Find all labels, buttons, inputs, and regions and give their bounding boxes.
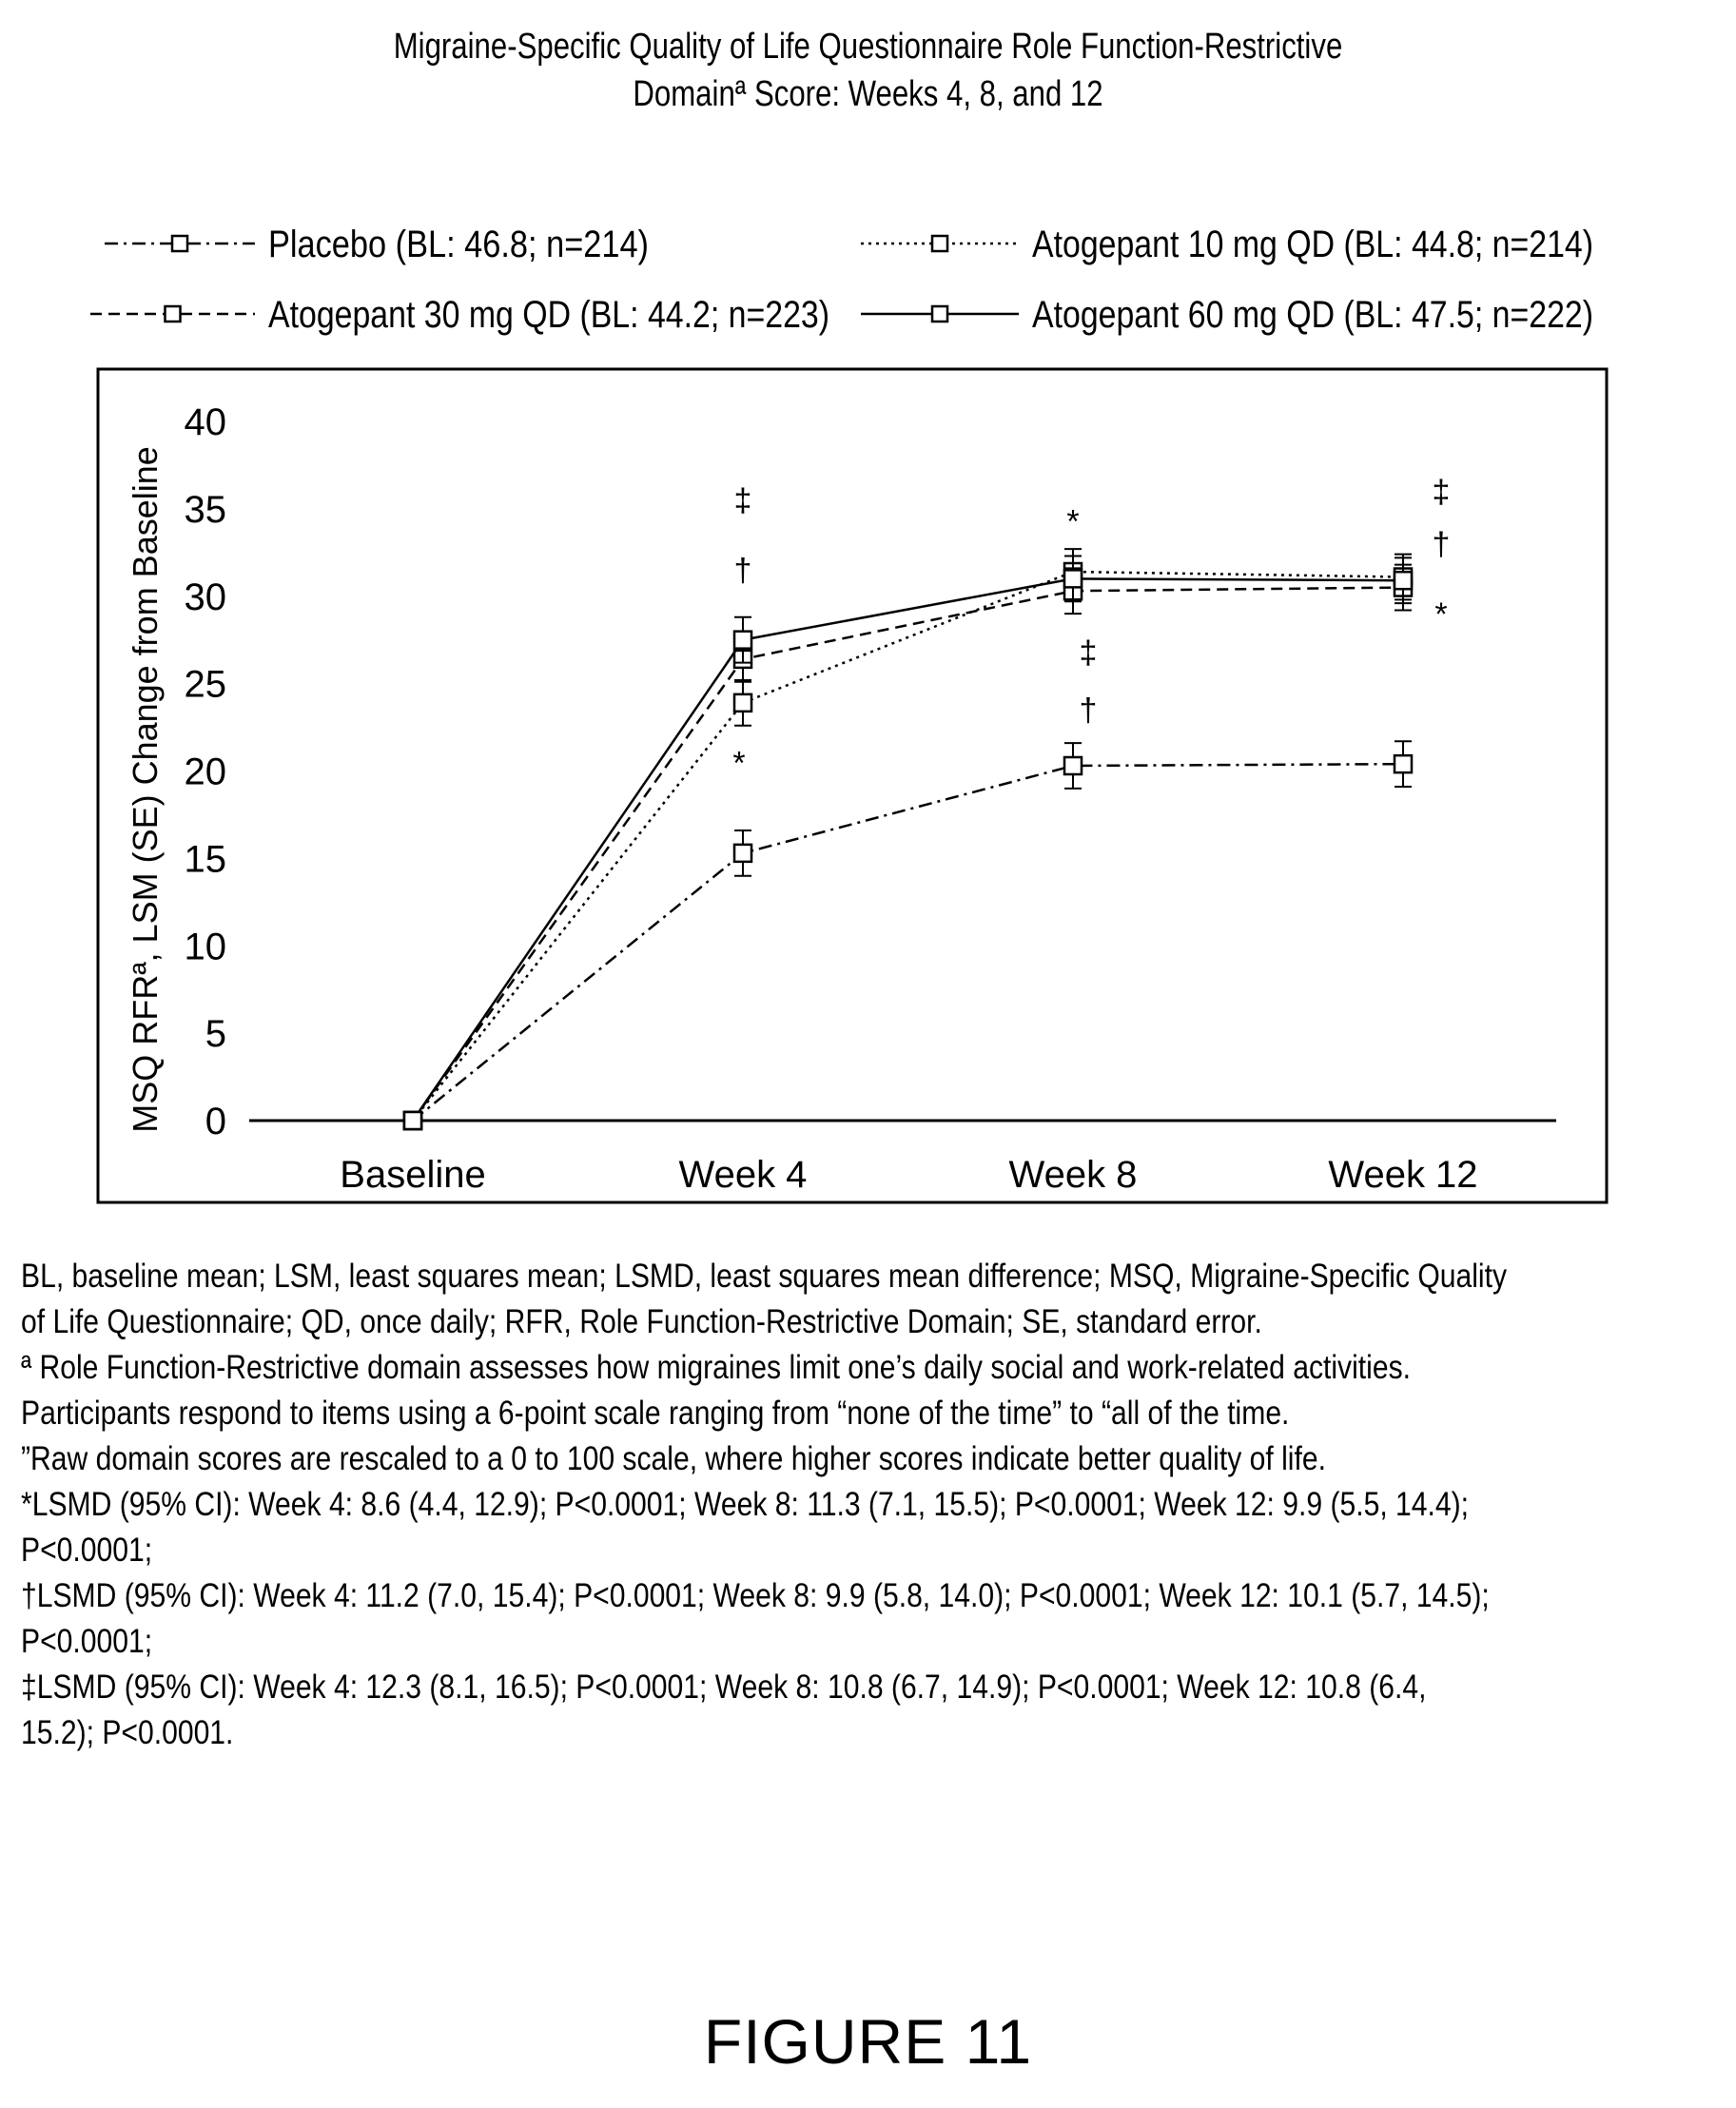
footnote-abbreviations-1: BL, baseline mean; LSM, least squares me… bbox=[21, 1258, 1508, 1295]
legend-marker bbox=[930, 234, 949, 253]
y-tick-label: 15 bbox=[185, 838, 227, 880]
footnote-dagger: †LSMD (95% CI): Week 4: 11.2 (7.0, 15.4)… bbox=[21, 1577, 1490, 1614]
significance-marker: * bbox=[732, 745, 745, 781]
chart-title: Migraine-Specific Quality of Life Questi… bbox=[156, 23, 1580, 118]
data-point bbox=[1063, 569, 1083, 589]
footnote-scale: Participants respond to items using a 6-… bbox=[21, 1395, 1290, 1432]
plot-area: 0 5 10 15 20 25 30 35 40 MSQ RFRª, LSM (SE) Chang… bbox=[126, 401, 1556, 1196]
footnote-rescale: ”Raw domain scores are rescaled to a 0 t… bbox=[21, 1440, 1326, 1477]
data-point bbox=[1393, 570, 1414, 591]
footnote-abbreviations-2: of Life Questionnaire; QD, once daily; R… bbox=[21, 1303, 1262, 1340]
x-tick-label: Baseline bbox=[340, 1154, 485, 1196]
legend: Placebo (BL: 46.8; n=214) Atogepant 10 mg… bbox=[90, 224, 1593, 336]
series-line bbox=[412, 570, 1404, 1122]
y-tick-label: 25 bbox=[185, 664, 227, 706]
y-tick-label: 5 bbox=[205, 1013, 226, 1055]
series-line bbox=[411, 586, 1404, 1122]
footnote-double-dagger-cont: 15.2); P<0.0001. bbox=[21, 1714, 234, 1751]
data-point bbox=[732, 630, 753, 650]
y-tick-label: 10 bbox=[185, 926, 227, 967]
footnotes: BL, baseline mean; LSM, least squares me… bbox=[21, 1254, 1723, 1756]
series-line bbox=[411, 577, 1404, 1122]
legend-label: Atogepant 10 mg QD (BL: 44.8; n=214) bbox=[1032, 224, 1593, 265]
legend-marker bbox=[164, 304, 182, 323]
plot-frame bbox=[96, 367, 1609, 1204]
legend-label: Placebo (BL: 46.8; n=214) bbox=[268, 224, 649, 265]
significance-marker: † bbox=[1433, 527, 1451, 563]
footnote-dagger-cont: P<0.0001; bbox=[21, 1623, 153, 1660]
data-point bbox=[732, 843, 753, 864]
chart-title-line-1: Migraine-Specific Quality of Life Questi… bbox=[393, 27, 1343, 67]
y-tick-label: 20 bbox=[185, 751, 227, 793]
legend-marker bbox=[930, 304, 949, 323]
chart-title-line-2: Domainª Score: Weeks 4, 8, and 12 bbox=[633, 74, 1103, 114]
footnote-double-dagger: ‡LSMD (95% CI): Week 4: 12.3 (8.1, 16.5)… bbox=[21, 1669, 1427, 1706]
legend-label: Atogepant 30 mg QD (BL: 44.2; n=223) bbox=[268, 294, 829, 336]
significance-marker: ‡ bbox=[734, 483, 752, 519]
footnote-asterisk-cont: P<0.0001; bbox=[21, 1532, 153, 1569]
footnote-a: ª Role Function-Restrictive domain asses… bbox=[21, 1349, 1412, 1386]
x-tick-label: Week 8 bbox=[1009, 1154, 1138, 1196]
y-tick-label: 35 bbox=[185, 489, 227, 531]
legend-label: Atogepant 60 mg QD (BL: 47.5; n=222) bbox=[1032, 294, 1593, 336]
series-line bbox=[412, 762, 1404, 1122]
y-tick-label: 40 bbox=[185, 401, 227, 443]
data-point bbox=[732, 693, 753, 713]
x-tick-label: Week 4 bbox=[679, 1154, 808, 1196]
significance-marker: * bbox=[1434, 596, 1447, 633]
significance-marker: ‡ bbox=[1433, 475, 1451, 511]
data-point bbox=[402, 1110, 423, 1131]
y-axis-label: MSQ RFRª, LSM (SE) Change from Baseline bbox=[126, 446, 165, 1133]
data-point bbox=[1063, 755, 1083, 776]
y-tick-label: 30 bbox=[185, 576, 227, 618]
figure-label: FIGURE 11 bbox=[703, 2006, 1033, 2077]
data-point bbox=[1393, 753, 1414, 774]
significance-marker: † bbox=[1080, 693, 1098, 729]
significance-marker: ‡ bbox=[1080, 635, 1098, 672]
legend-marker bbox=[170, 234, 189, 253]
x-tick-label: Week 12 bbox=[1328, 1154, 1477, 1196]
significance-marker: * bbox=[1066, 504, 1079, 540]
chart: Placebo (BL: 46.8; n=214) Atogepant 10 mg… bbox=[90, 224, 1609, 1204]
y-tick-label: 0 bbox=[205, 1101, 226, 1142]
significance-marker: † bbox=[734, 553, 752, 589]
footnote-asterisk: *LSMD (95% CI): Week 4: 8.6 (4.4, 12.9);… bbox=[21, 1486, 1470, 1523]
